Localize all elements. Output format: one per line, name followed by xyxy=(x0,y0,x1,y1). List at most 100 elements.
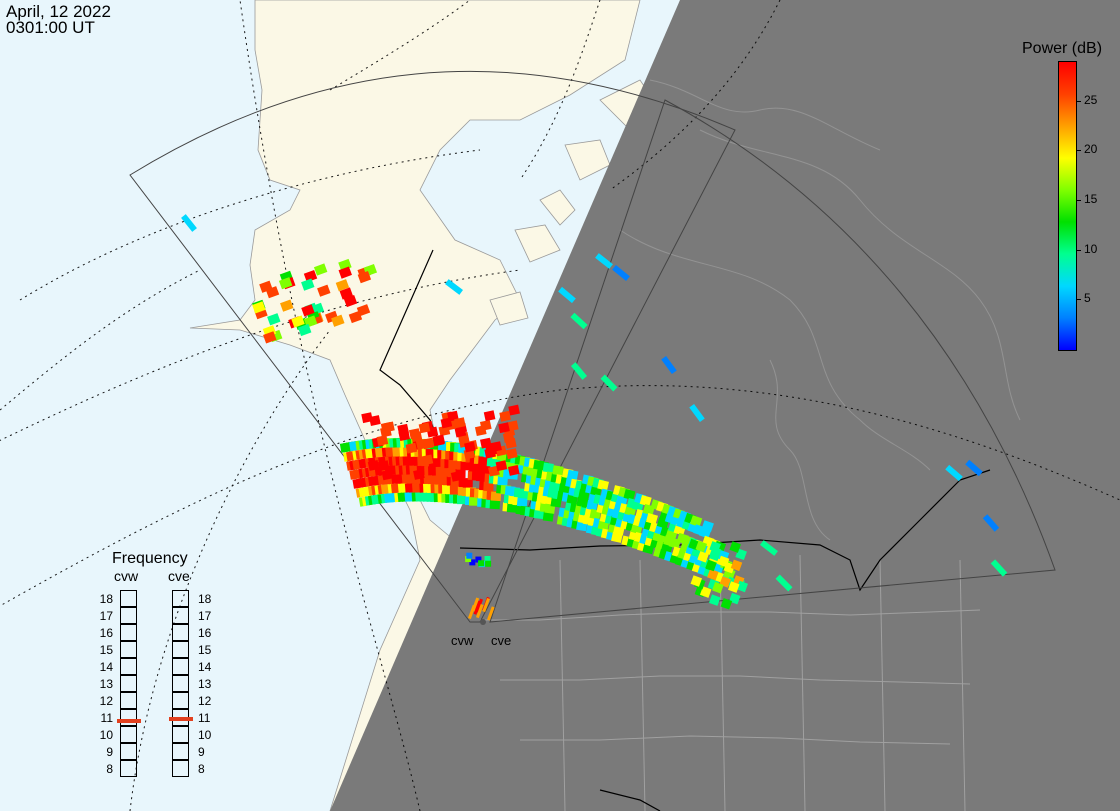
frequency-level-label: 16 xyxy=(99,626,113,640)
echo-cell xyxy=(506,448,518,460)
echo-cell xyxy=(645,513,658,525)
echo-cell xyxy=(965,459,983,477)
echo-cell xyxy=(729,541,741,553)
frequency-cell xyxy=(120,709,137,726)
colorbar-tick-label: 5 xyxy=(1084,291,1091,306)
colorbar-tick-mark xyxy=(1076,249,1081,251)
echo-cell xyxy=(516,496,528,507)
echo-cell xyxy=(454,417,466,429)
echo-cell xyxy=(410,431,423,443)
echo-cell xyxy=(982,514,1000,532)
echo-cell xyxy=(612,264,630,282)
echo-cell xyxy=(570,362,588,380)
time-label: 0301:00 UT xyxy=(6,18,95,37)
echo-cell xyxy=(699,586,712,598)
echo-cell xyxy=(445,279,463,295)
echo-cell xyxy=(338,266,352,279)
echo-cell xyxy=(499,410,511,422)
colorbar-tick-mark xyxy=(1076,150,1081,152)
echo-cell xyxy=(438,425,451,437)
echo-cell xyxy=(697,551,709,563)
echo-cell xyxy=(490,441,502,453)
frequency-level-label: 9 xyxy=(106,745,113,759)
frequency-level-label: 10 xyxy=(198,728,212,742)
echo-cell xyxy=(301,278,315,291)
power-colorbar xyxy=(1058,61,1077,351)
echo-cell xyxy=(356,304,371,317)
echo-cell xyxy=(990,559,1008,577)
echo-cell xyxy=(464,441,476,453)
frequency-cell xyxy=(172,743,189,760)
echo-cell xyxy=(343,294,358,308)
echo-cell xyxy=(263,331,277,344)
frequency-level-label: 13 xyxy=(198,677,212,691)
echo-cell xyxy=(705,559,717,572)
arctic-island xyxy=(489,291,529,326)
echo-cell xyxy=(422,438,434,450)
echo-cell xyxy=(730,559,743,572)
echo-cell xyxy=(489,499,501,510)
echo-cell xyxy=(507,464,520,476)
echo-cell xyxy=(485,560,492,567)
echo-cell xyxy=(433,434,446,446)
echo-cell xyxy=(405,442,418,454)
frequency-cell xyxy=(120,726,137,743)
political-borders xyxy=(480,554,981,811)
echo-cell xyxy=(775,574,793,592)
echo-cell xyxy=(558,286,576,304)
radar-name-cvw: cvw xyxy=(114,568,139,584)
radar-site-marker xyxy=(480,619,486,625)
echo-cell xyxy=(449,485,460,495)
echo-cell xyxy=(689,403,705,423)
echo-cell xyxy=(450,470,463,482)
echo-cell xyxy=(297,323,312,337)
radar-echoes xyxy=(181,214,1008,621)
echo-cell xyxy=(421,454,434,466)
echo-cell xyxy=(595,253,613,269)
echo-cell xyxy=(475,598,484,613)
frequency-level-label: 18 xyxy=(198,592,212,606)
frequency-cell xyxy=(172,607,189,624)
arctic-island xyxy=(539,189,576,226)
echo-cell xyxy=(695,540,708,553)
echo-cell xyxy=(597,479,610,491)
echo-cell xyxy=(259,280,273,293)
echo-cell xyxy=(418,422,431,434)
frequency-level-label: 9 xyxy=(198,745,205,759)
echo-cell xyxy=(639,495,652,507)
echo-cell xyxy=(478,455,489,466)
echo-cell xyxy=(369,415,381,426)
frequency-cell xyxy=(172,624,189,641)
frequency-cell xyxy=(120,624,137,641)
echo-cell xyxy=(478,560,485,567)
colorbar-tick-label: 10 xyxy=(1084,241,1098,256)
echo-cell xyxy=(506,503,518,513)
frequency-level-label: 8 xyxy=(198,762,205,776)
echo-cell xyxy=(760,540,778,556)
echo-cell xyxy=(566,469,579,481)
frequency-level-label: 14 xyxy=(99,660,113,674)
echo-cell xyxy=(661,355,677,375)
frequency-title: Frequency xyxy=(112,550,188,567)
frequency-cell xyxy=(120,590,137,607)
echo-cell xyxy=(542,511,554,522)
echo-cell xyxy=(301,304,315,317)
echo-cell xyxy=(467,604,476,620)
echo-cell xyxy=(495,460,508,472)
echo-cell xyxy=(413,469,425,480)
echo-cell xyxy=(480,437,492,449)
frequency-cell xyxy=(172,658,189,675)
echo-cell xyxy=(690,575,703,587)
echo-cell xyxy=(709,546,722,558)
echo-cell xyxy=(348,310,363,324)
frequency-cell xyxy=(120,675,137,692)
frequency-marker-cvw xyxy=(117,718,141,723)
echo-cell xyxy=(468,496,480,506)
echo-cell xyxy=(278,277,293,290)
echo-cell xyxy=(552,465,564,476)
echo-cell xyxy=(482,597,490,613)
echo-cell xyxy=(945,464,963,482)
echo-cell xyxy=(357,270,372,284)
